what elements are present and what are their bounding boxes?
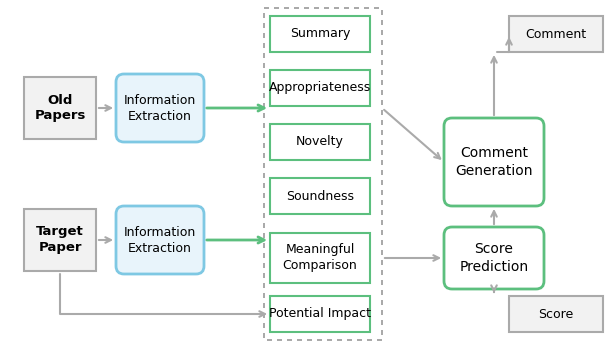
FancyBboxPatch shape xyxy=(270,124,370,160)
Text: Score: Score xyxy=(538,308,574,321)
Text: Meaningful
Comparison: Meaningful Comparison xyxy=(282,244,358,272)
FancyBboxPatch shape xyxy=(509,296,603,332)
Text: Soundness: Soundness xyxy=(286,190,354,203)
FancyBboxPatch shape xyxy=(116,206,204,274)
FancyBboxPatch shape xyxy=(444,227,544,289)
Bar xyxy=(264,8,382,340)
FancyBboxPatch shape xyxy=(270,16,370,52)
FancyBboxPatch shape xyxy=(270,70,370,106)
Text: Old
Papers: Old Papers xyxy=(35,94,85,122)
Text: Appropriateness: Appropriateness xyxy=(269,81,371,95)
Text: Information
Extraction: Information Extraction xyxy=(124,94,196,122)
FancyBboxPatch shape xyxy=(24,209,96,271)
Text: Comment: Comment xyxy=(525,27,587,40)
FancyBboxPatch shape xyxy=(444,118,544,206)
Text: Target
Paper: Target Paper xyxy=(36,226,84,254)
FancyBboxPatch shape xyxy=(270,233,370,283)
Text: Score
Prediction: Score Prediction xyxy=(459,242,528,274)
Text: Comment
Generation: Comment Generation xyxy=(455,147,533,177)
FancyBboxPatch shape xyxy=(270,296,370,332)
FancyBboxPatch shape xyxy=(116,74,204,142)
FancyBboxPatch shape xyxy=(24,77,96,139)
Text: Novelty: Novelty xyxy=(296,135,344,149)
Text: Information
Extraction: Information Extraction xyxy=(124,226,196,254)
Text: Summary: Summary xyxy=(290,27,350,40)
Text: Potential Impact: Potential Impact xyxy=(269,308,371,321)
FancyBboxPatch shape xyxy=(270,178,370,214)
FancyBboxPatch shape xyxy=(509,16,603,52)
